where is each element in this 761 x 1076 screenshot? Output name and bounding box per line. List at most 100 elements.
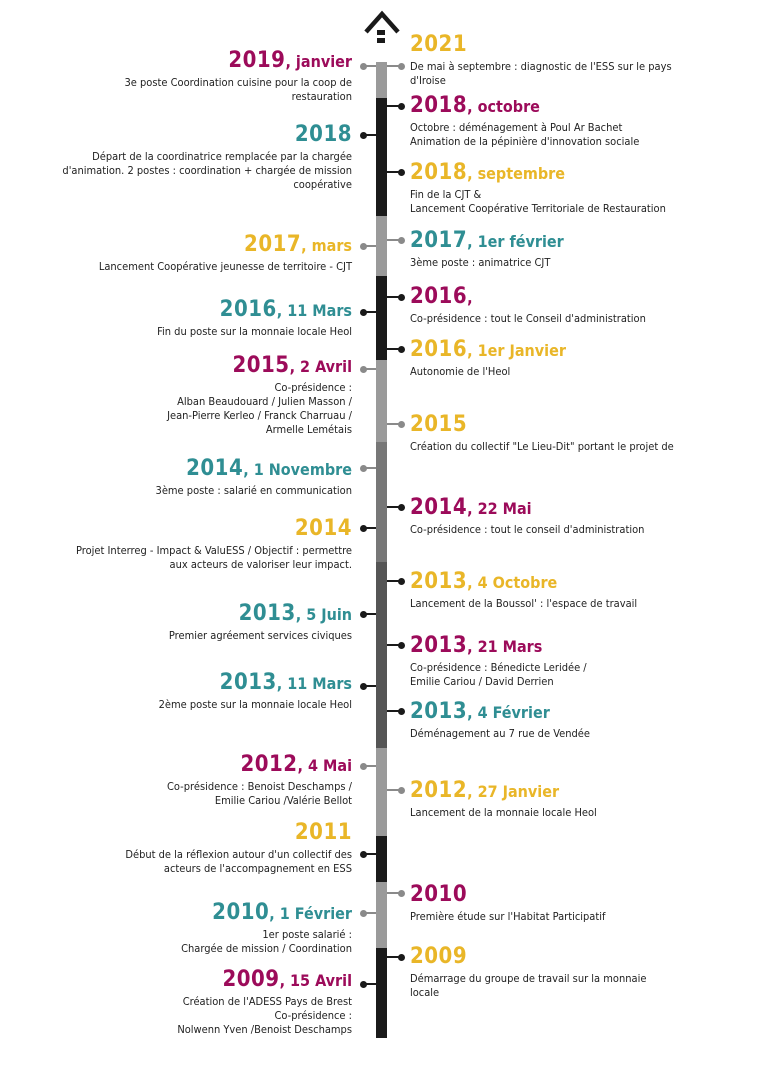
event-connector [387,171,401,173]
event-year: 2016 [410,337,468,362]
event-description-line: Co-présidence : Bénedicte Leridée / [410,661,587,674]
event-heading: 2013, 5 Juin [32,603,352,625]
timeline-event: 2017, 1er février 3ème poste : animatrice… [410,230,740,270]
event-connector [387,239,401,241]
event-heading: 2021 [410,34,740,56]
event-date: , 11 Mars [276,674,352,693]
event-connector [364,527,376,529]
event-heading: 2010 [410,884,740,906]
event-year: 2013 [410,699,468,724]
event-connector [364,613,376,615]
event-dot [360,464,367,472]
event-year: 2011 [294,820,352,845]
event-description: Co-présidence : tout le Conseil d'admini… [410,312,740,326]
timeline-bar-segment [376,882,387,948]
event-description-line: Co-présidence : tout le conseil d'admini… [410,523,645,536]
event-heading: 2013, 4 Février [410,701,740,723]
event-description-line: Lancement de la monnaie locale Heol [410,806,597,819]
event-date: , 2 Avril [289,357,352,376]
event-description-line: Création du collectif "Le Lieu-Dit" port… [410,440,674,453]
event-connector [364,368,376,370]
event-connector [387,710,401,712]
event-description-line: Premier agréement services civiques [168,629,352,642]
event-description: 3ème poste : salarié en communication [32,484,352,498]
timeline-event: 2021 De mai à septembre : diagnostic de l… [410,34,740,88]
event-dot [360,365,367,373]
event-description: 1er poste salarié : Chargée de mission / … [32,928,352,956]
event-dot [360,242,367,250]
timeline-event: 2016, 1er Janvier Autonomie de l'Heol [410,339,740,379]
timeline-bar-segment [376,442,387,562]
event-description: 3ème poste : animatrice CJT [410,256,740,270]
event-dot [398,953,405,961]
event-date: , 21 Mars [467,637,543,656]
event-dot [398,503,405,511]
event-year: 2015 [232,353,290,378]
event-description-line: Jean-Pierre Kerleo / Franck Charruau / [167,409,352,422]
timeline-event: 2015 Création du collectif "Le Lieu-Dit" … [410,414,740,454]
event-connector [364,912,376,914]
event-description: 3e poste Coordination cuisine pour la co… [32,76,353,104]
event-description-line: Emilie Cariou / David Derrien [410,675,554,688]
event-date: , 15 Avril [279,971,352,990]
event-heading: 2009, 15 Avril [32,969,352,991]
timeline-event: 2017, mars Lancement Coopérative jeunesse… [32,234,352,274]
event-dot [398,420,405,428]
event-description-line: Démarrage du groupe de travail sur la mo… [410,972,647,985]
event-year: 2012 [240,752,298,777]
event-connector [387,580,401,582]
event-date: , 11 Mars [276,301,352,320]
event-date: , 22 Mai [467,499,532,518]
event-date: , 1 Février [269,904,352,923]
event-description: Première étude sur l'Habitat Participati… [410,910,740,924]
event-heading: 2017, mars [32,234,352,256]
event-dot [398,707,405,715]
event-description-line: Emilie Cariou /Valérie Bellot [214,794,352,807]
event-description-line: Animation de la pépinière d'innovation s… [410,135,640,148]
event-heading: 2016, [410,286,740,308]
event-year: 2018 [410,160,468,185]
event-dot [360,131,367,139]
event-heading: 2010, 1 Février [32,902,352,924]
event-date: , octobre [467,97,540,116]
event-description-line: 3ème poste : salarié en communication [155,484,352,497]
event-description: Création de l'ADESS Pays de Brest Co-prés… [32,995,352,1037]
event-description-line: Co-présidence : Benoist Deschamps / [167,780,352,793]
event-description-line: Lancement Coopérative Territoriale de Re… [410,202,666,215]
timeline-bar-segment [376,216,387,276]
event-description-line: 2ème poste sur la monnaie locale Heol [158,698,352,711]
event-description-line: Autonomie de l'Heol [410,365,511,378]
event-description-line: Début de la réflexion autour d'un collec… [125,848,352,861]
event-dot [360,980,367,988]
timeline-event: 2011 Début de la réflexion autour d'un co… [32,822,352,876]
event-connector [364,765,376,767]
event-dot [360,762,367,770]
event-date: , janvier [285,52,352,71]
event-dot [360,62,367,70]
event-connector [387,296,401,298]
event-connector [387,506,401,508]
event-description-line: Nolwenn Yven /Benoist Deschamps [177,1023,352,1036]
timeline-event: 2016, 11 Mars Fin du poste sur la monnaie… [32,299,352,339]
event-description: Lancement de la monnaie locale Heol [410,806,740,820]
event-description-line: Armelle Lemétais [265,423,352,436]
event-description: Déménagement au 7 rue de Vendée [410,727,740,741]
event-description-line: Projet Interreg - Impact & ValuESS / Obj… [76,544,352,557]
event-dot [398,345,405,353]
event-heading: 2018, septembre [410,162,740,184]
event-connector [387,65,401,67]
event-dot [398,102,405,110]
event-year: 2012 [410,778,468,803]
event-connector [387,348,401,350]
timeline-event: 2013, 4 Octobre Lancement de la Boussol' … [410,571,740,611]
event-heading: 2017, 1er février [410,230,740,252]
event-year: 2009 [222,967,280,992]
event-description: Démarrage du groupe de travail sur la mo… [410,972,740,1000]
event-description-line: 3e poste Coordination cuisine pour la co… [124,76,353,89]
event-description-line: acteurs de l'accompagnement en ESS [163,862,352,875]
event-description: Co-présidence : Alban Beaudouard / Julien… [32,381,352,437]
event-description: Fin du poste sur la monnaie locale Heol [32,325,352,339]
event-description-line: Octobre : déménagement à Poul Ar Bachet [410,121,623,134]
timeline-event: 2010, 1 Février 1er poste salarié : Chargé… [32,902,352,956]
